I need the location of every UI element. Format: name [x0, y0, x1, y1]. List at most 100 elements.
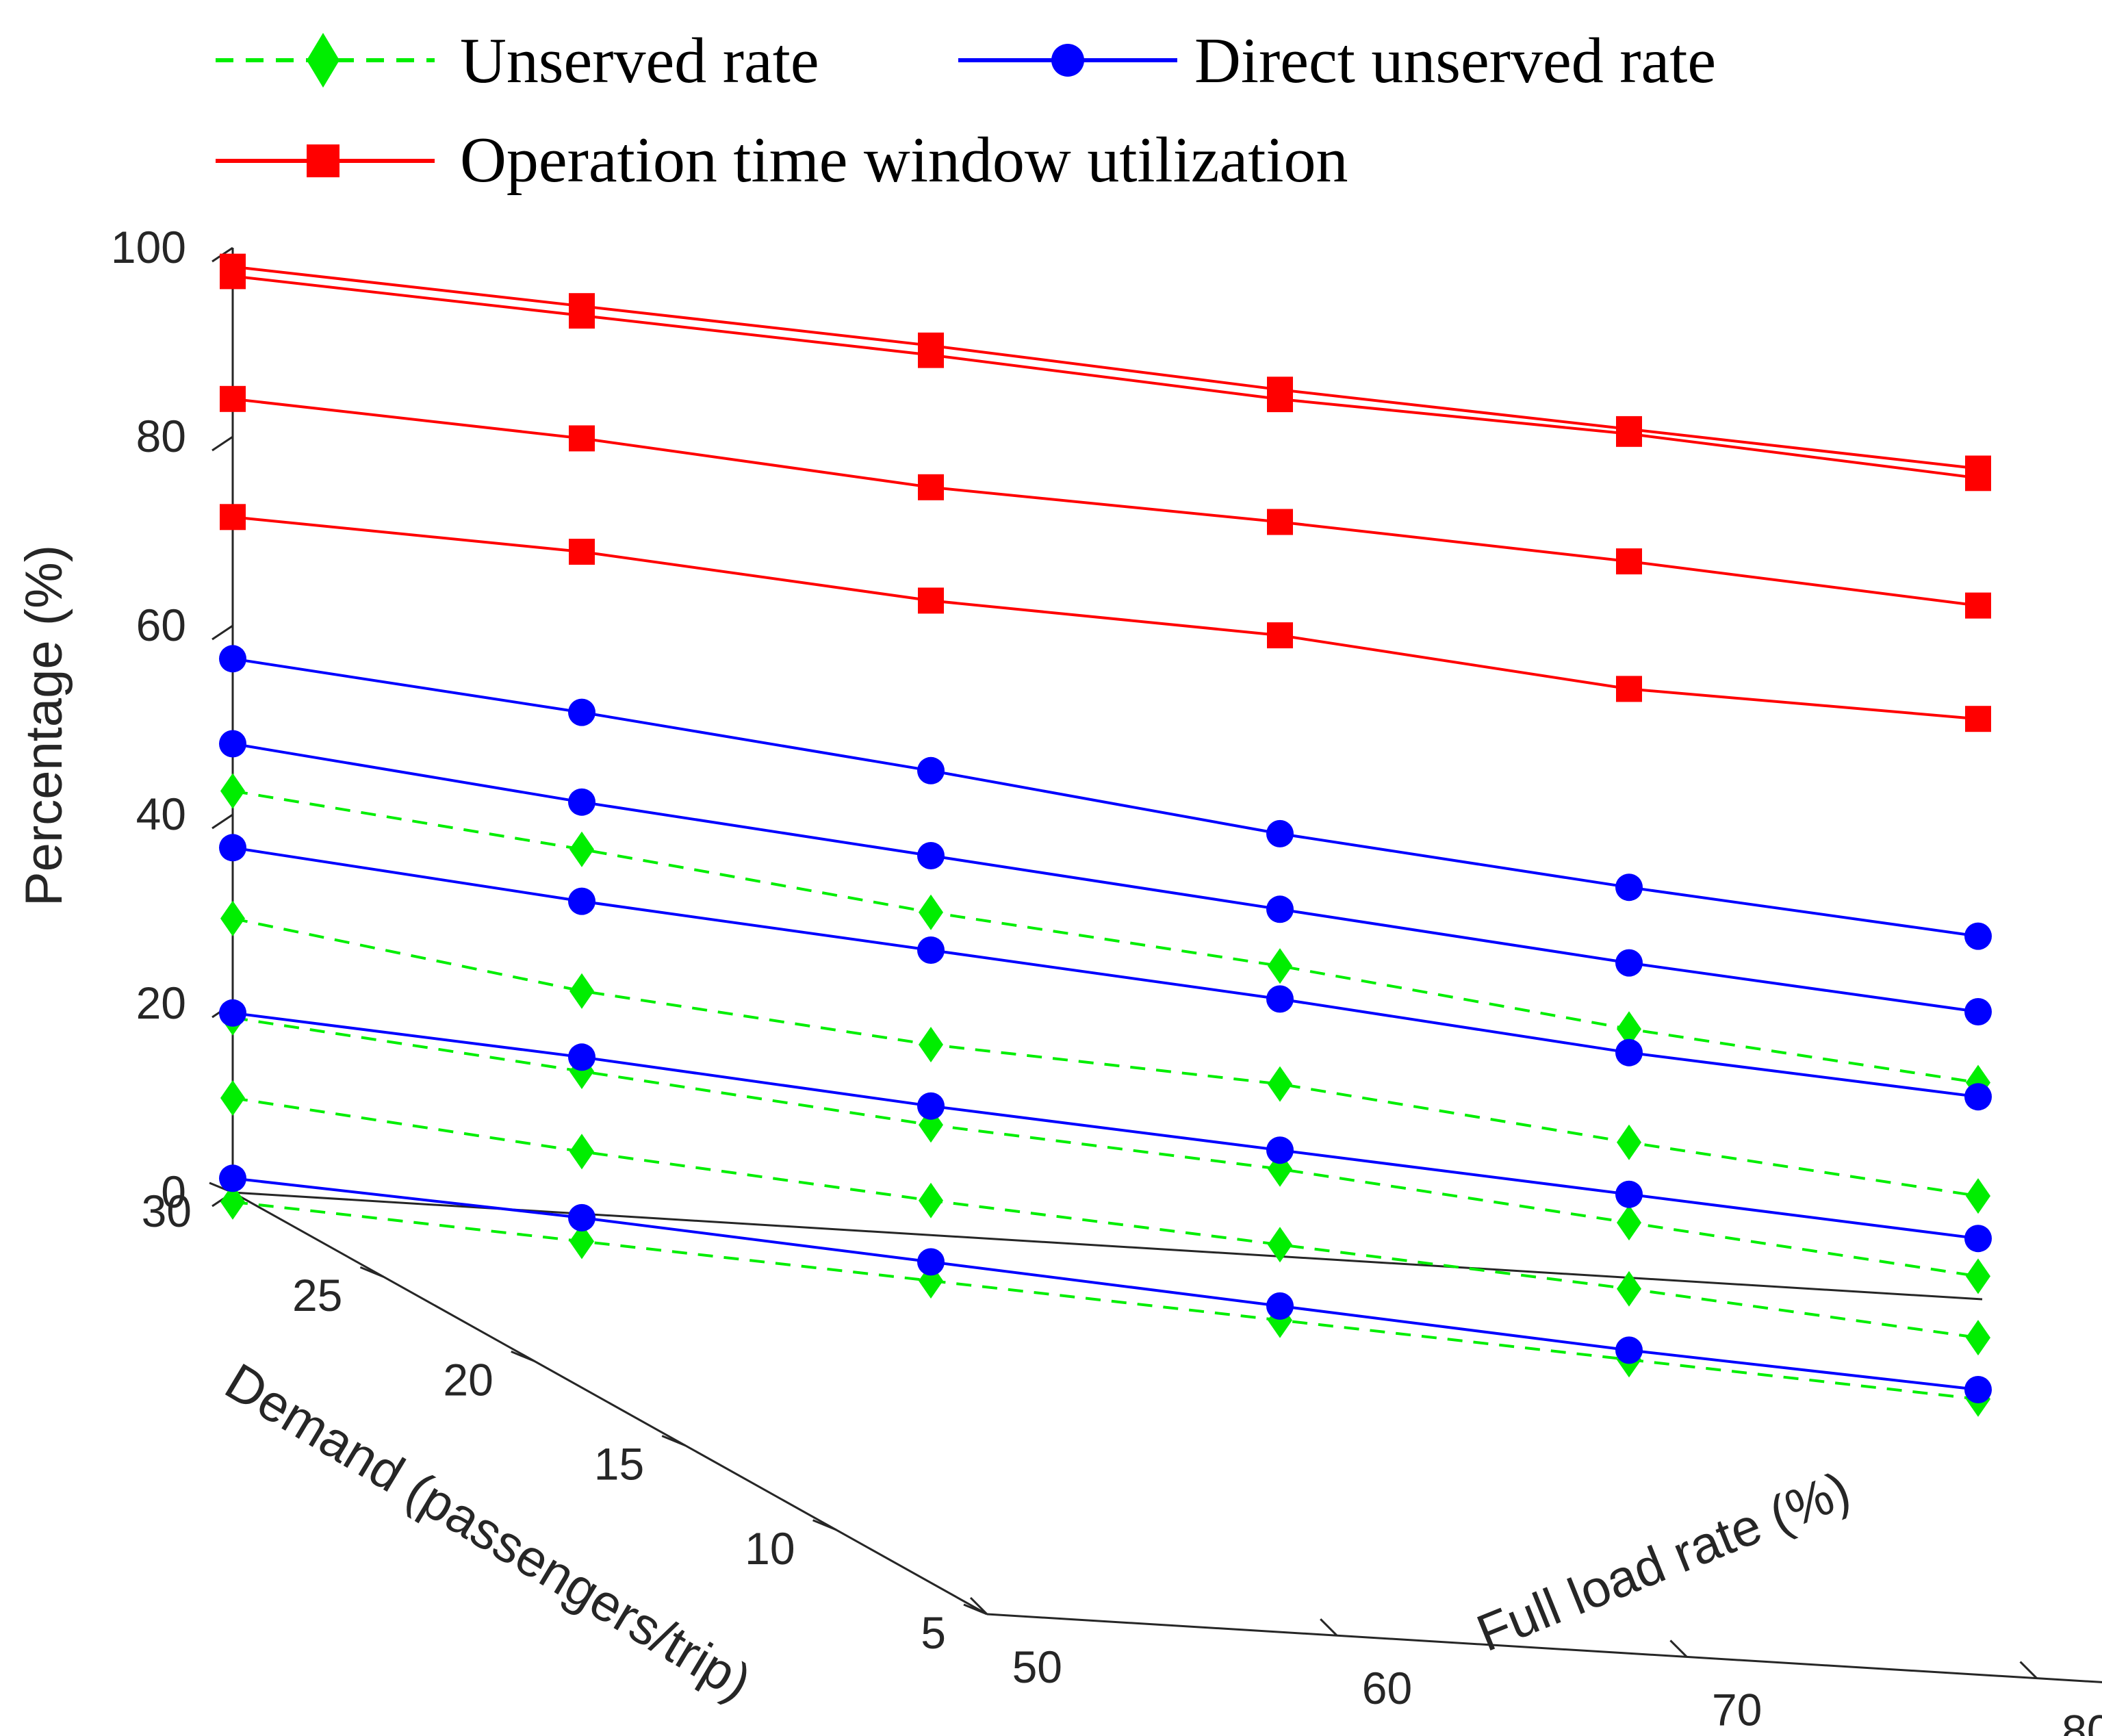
x-axis-label: Full load rate (%): [1469, 1461, 1858, 1663]
y-tick: [511, 1351, 535, 1362]
y-tick: [812, 1519, 837, 1531]
data-point-operation: [1267, 386, 1293, 413]
data-point-direct: [1964, 1225, 1992, 1253]
series-line-unserved: [232, 1097, 1979, 1340]
data-point-direct: [219, 1164, 246, 1192]
data-point-direct: [568, 887, 595, 915]
series-line-operation: [232, 515, 1979, 721]
z-tick-label: 60: [136, 600, 186, 650]
data-point-direct: [917, 756, 945, 784]
data-point-direct: [1266, 985, 1294, 1013]
data-point-direct: [1266, 819, 1294, 847]
legend-marker-operation: [307, 144, 339, 177]
y-tick: [359, 1266, 384, 1278]
y-tick-label: 20: [443, 1354, 493, 1405]
series-line-unserved: [232, 917, 1979, 1198]
series-line-unserved: [232, 1200, 1979, 1401]
series-line-operation: [232, 275, 1979, 480]
y-tick: [963, 1603, 988, 1616]
data-point-unserved: [919, 1182, 943, 1218]
data-point-direct: [1615, 1180, 1643, 1208]
data-point-operation: [569, 303, 595, 329]
y-axis-label: Demand (passengers/trip): [216, 1352, 761, 1711]
data-point-direct: [1615, 1336, 1643, 1364]
data-point-direct: [917, 1248, 945, 1276]
x-tick-label: 70: [1712, 1684, 1762, 1735]
data-point-unserved: [1617, 1271, 1641, 1307]
data-point-unserved: [569, 1134, 594, 1170]
data-point-direct: [1615, 873, 1643, 902]
data-point-unserved: [569, 1223, 594, 1260]
data-point-operation: [1965, 592, 1991, 619]
x-tick: [969, 1596, 988, 1616]
series-line-direct: [232, 1011, 1979, 1240]
series-unserved-demand-30: [220, 773, 1990, 1101]
z-tick-label: 100: [111, 222, 186, 272]
z-tick-label: 80: [136, 411, 186, 461]
data-point-direct: [219, 999, 246, 1027]
z-tick-label: 0: [161, 1166, 186, 1217]
x-tick-label: 60: [1362, 1663, 1412, 1713]
data-point-direct: [219, 730, 246, 758]
data-point-operation: [220, 504, 246, 531]
z-tick: [212, 624, 233, 641]
y-tick-label: 25: [292, 1270, 342, 1320]
data-point-unserved: [1617, 1124, 1641, 1160]
data-point-unserved: [569, 973, 594, 1009]
x-tick: [2019, 1661, 2038, 1679]
data-point-unserved: [220, 900, 245, 936]
series-line-direct: [232, 742, 1979, 1013]
series-line-unserved: [232, 789, 1979, 1084]
y-axis-line: [232, 1191, 988, 1616]
z-tick: [212, 435, 233, 452]
z-tick: [212, 813, 233, 830]
x-tick: [1669, 1639, 1688, 1658]
legend-item-unserved: Unserved rate: [216, 25, 819, 97]
data-point-direct: [219, 645, 246, 673]
series-operation-demand-10: [220, 504, 1991, 732]
series-operation-demand-25: [220, 263, 1991, 492]
x-axis-line: [986, 1613, 2102, 1683]
data-point-direct: [568, 788, 595, 816]
data-point-unserved: [1966, 1178, 1990, 1214]
legend-marker-unserved: [307, 33, 339, 88]
series-direct-demand-25: [219, 730, 1992, 1025]
series-line-operation: [232, 397, 1979, 607]
legend-label-operation: Operation time window utilization: [460, 125, 1348, 196]
data-point-operation: [1965, 706, 1991, 732]
data-point-unserved: [1268, 1227, 1292, 1263]
data-point-unserved: [919, 894, 943, 930]
data-point-direct: [1964, 998, 1992, 1025]
data-point-operation: [918, 342, 944, 368]
data-point-direct: [1964, 922, 1992, 950]
data-point-direct: [1266, 1136, 1294, 1164]
z-tick-label: 40: [136, 789, 186, 839]
series-line-direct: [232, 846, 1979, 1099]
data-point-direct: [219, 834, 246, 862]
chart-series: [219, 253, 1992, 1417]
data-point-operation: [1965, 465, 1991, 492]
data-point-unserved: [1268, 1066, 1292, 1102]
series-line-direct: [232, 657, 1979, 938]
data-point-unserved: [1617, 1011, 1641, 1047]
data-point-operation: [220, 385, 246, 412]
data-point-unserved: [220, 773, 245, 809]
data-point-direct: [917, 842, 945, 869]
legend: Unserved rate Direct unserved rate Opera…: [216, 25, 1716, 196]
data-point-operation: [569, 539, 595, 565]
data-point-operation: [918, 474, 944, 500]
y-tick-label: 15: [594, 1439, 644, 1490]
data-point-operation: [220, 263, 246, 290]
data-point-direct: [568, 698, 595, 726]
series-line-direct: [232, 1177, 1979, 1391]
data-point-unserved: [569, 831, 594, 867]
series-line-unserved: [232, 1016, 1979, 1278]
series-unserved-demand-25: [220, 900, 1990, 1214]
data-point-direct: [1964, 1376, 1992, 1403]
y-tick-label: 10: [745, 1523, 795, 1574]
data-point-direct: [1266, 1292, 1294, 1320]
data-point-operation: [569, 425, 595, 452]
series-operation-demand-20: [220, 385, 1991, 619]
y-tick-label: 30: [142, 1186, 192, 1236]
legend-item-direct: Direct unserved rate: [958, 25, 1716, 97]
